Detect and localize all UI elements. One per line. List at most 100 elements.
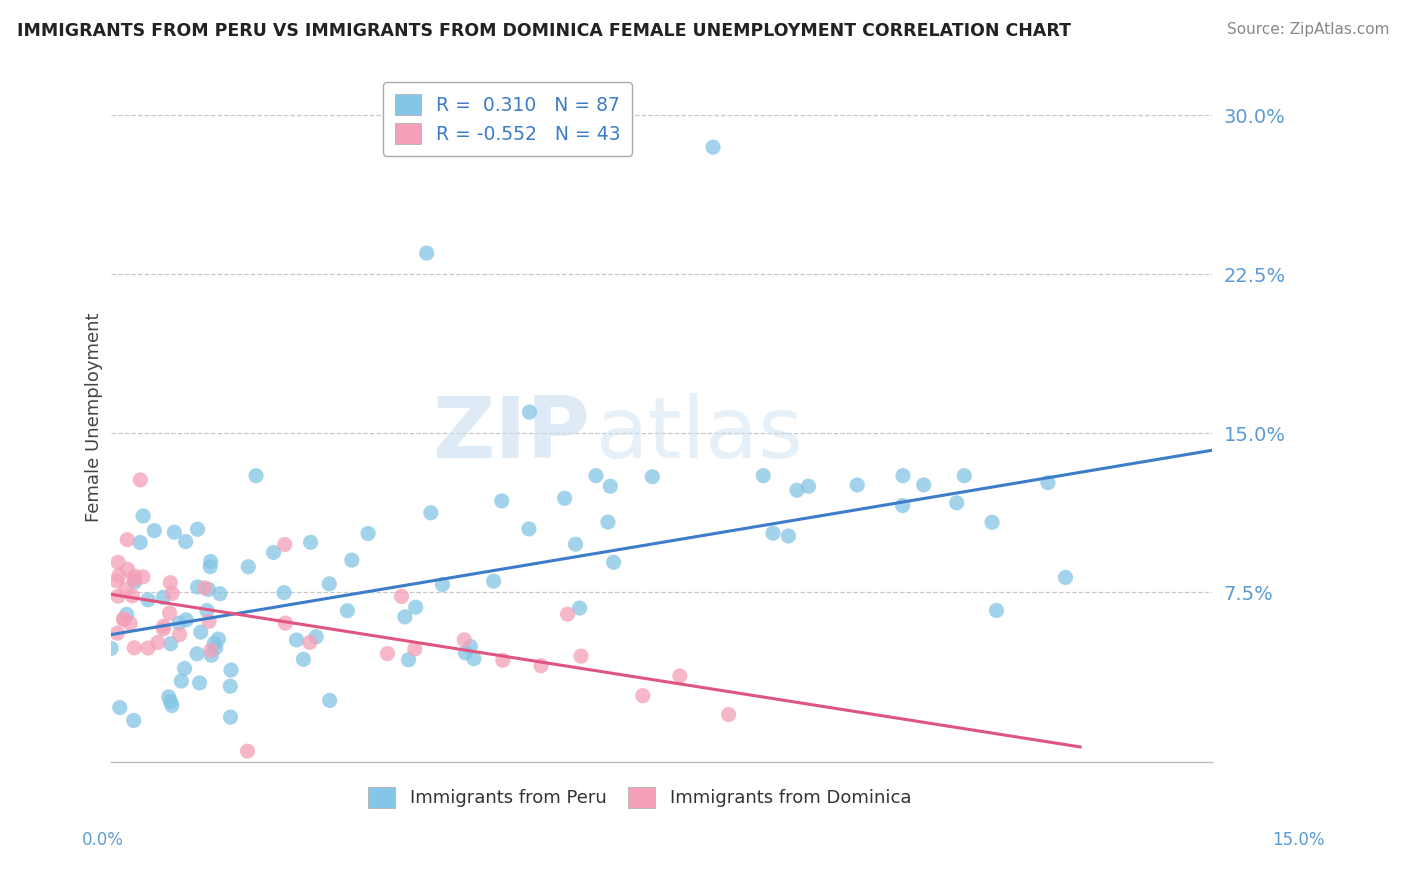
Point xyxy=(519,405,541,419)
Point xyxy=(336,604,359,618)
Point xyxy=(219,679,242,693)
Point xyxy=(599,479,621,493)
Point xyxy=(100,641,122,656)
Point xyxy=(891,468,914,483)
Point xyxy=(641,469,664,483)
Point xyxy=(702,140,724,154)
Point xyxy=(492,653,515,667)
Point xyxy=(453,632,475,647)
Point xyxy=(159,606,181,620)
Point xyxy=(564,537,586,551)
Point xyxy=(186,522,208,536)
Point xyxy=(120,616,142,631)
Point xyxy=(204,640,226,655)
Point xyxy=(568,601,591,615)
Point xyxy=(188,676,211,690)
Point xyxy=(305,630,328,644)
Point xyxy=(404,642,426,657)
Point xyxy=(108,700,131,714)
Point xyxy=(187,580,209,594)
Point xyxy=(432,577,454,591)
Point xyxy=(405,600,427,615)
Point xyxy=(152,591,174,605)
Point xyxy=(717,707,740,722)
Point xyxy=(167,615,190,630)
Point xyxy=(160,698,183,713)
Text: ZIP: ZIP xyxy=(432,393,591,476)
Point xyxy=(274,616,297,631)
Point xyxy=(121,589,143,603)
Point xyxy=(797,479,820,493)
Point xyxy=(460,640,482,654)
Point xyxy=(107,555,129,569)
Point xyxy=(107,589,129,603)
Point xyxy=(157,690,180,704)
Point xyxy=(415,246,437,260)
Point xyxy=(186,647,208,661)
Point xyxy=(236,744,259,758)
Point xyxy=(668,669,690,683)
Point xyxy=(169,627,191,641)
Point xyxy=(319,693,342,707)
Point xyxy=(631,689,654,703)
Point xyxy=(122,573,145,587)
Point xyxy=(174,613,197,627)
Point xyxy=(569,649,592,664)
Point xyxy=(136,640,159,655)
Point xyxy=(115,533,138,547)
Point xyxy=(122,714,145,728)
Point xyxy=(200,643,222,657)
Point xyxy=(298,635,321,649)
Point xyxy=(200,648,222,663)
Point xyxy=(419,506,441,520)
Point xyxy=(200,555,222,569)
Point xyxy=(112,613,135,627)
Point xyxy=(846,478,869,492)
Point xyxy=(132,570,155,584)
Point xyxy=(143,524,166,538)
Text: Source: ZipAtlas.com: Source: ZipAtlas.com xyxy=(1226,22,1389,37)
Point xyxy=(263,545,285,559)
Point xyxy=(200,559,222,574)
Point xyxy=(912,478,935,492)
Point xyxy=(585,468,607,483)
Text: atlas: atlas xyxy=(596,393,804,476)
Point xyxy=(273,585,295,599)
Point xyxy=(208,587,231,601)
Point xyxy=(159,694,181,708)
Point xyxy=(945,496,967,510)
Point xyxy=(491,494,513,508)
Point xyxy=(285,632,308,647)
Point xyxy=(112,612,135,626)
Point xyxy=(207,632,229,646)
Point xyxy=(273,538,295,552)
Point xyxy=(170,673,193,688)
Point xyxy=(124,574,146,589)
Point xyxy=(194,581,217,595)
Legend: Immigrants from Peru, Immigrants from Dominica: Immigrants from Peru, Immigrants from Do… xyxy=(361,780,918,814)
Point xyxy=(454,646,477,660)
Point xyxy=(517,522,540,536)
Point xyxy=(105,574,128,588)
Point xyxy=(463,651,485,665)
Point xyxy=(762,526,785,541)
Point xyxy=(357,526,380,541)
Point xyxy=(891,499,914,513)
Point xyxy=(1036,475,1059,490)
Point xyxy=(202,636,225,650)
Point xyxy=(238,559,260,574)
Point xyxy=(245,468,267,483)
Point xyxy=(219,710,242,724)
Point xyxy=(159,637,181,651)
Point xyxy=(299,535,322,549)
Point xyxy=(108,568,131,582)
Point xyxy=(195,604,218,618)
Point xyxy=(1054,570,1077,584)
Point xyxy=(124,569,146,583)
Point xyxy=(219,663,242,677)
Point xyxy=(394,610,416,624)
Text: IMMIGRANTS FROM PERU VS IMMIGRANTS FROM DOMINICA FEMALE UNEMPLOYMENT CORRELATION: IMMIGRANTS FROM PERU VS IMMIGRANTS FROM … xyxy=(17,22,1071,40)
Point xyxy=(105,626,128,640)
Y-axis label: Female Unemployment: Female Unemployment xyxy=(86,312,103,522)
Point xyxy=(117,562,139,576)
